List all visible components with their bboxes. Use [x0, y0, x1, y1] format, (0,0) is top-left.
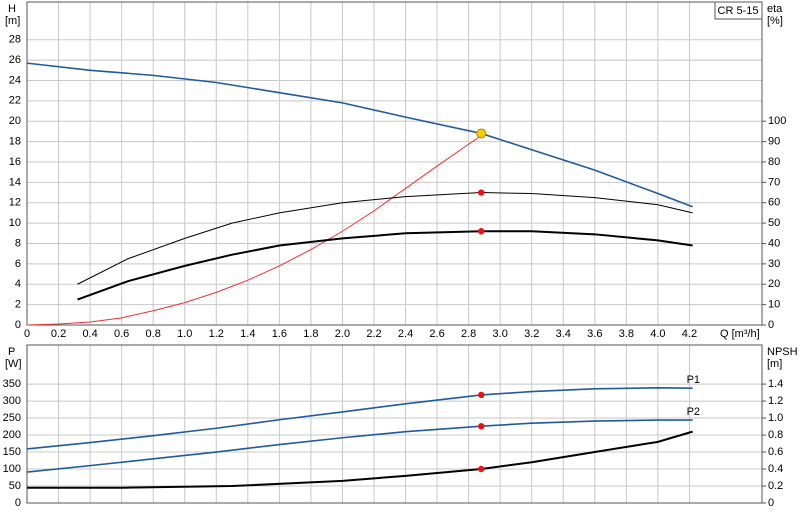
- x-tick-label: 3.2: [524, 328, 539, 340]
- y-tick-label: 26: [9, 54, 21, 66]
- y2-tick-label: 0.8: [768, 429, 783, 441]
- y2-tick-label: 30: [768, 258, 780, 270]
- y-axis-label: P: [8, 346, 15, 358]
- y-tick-label: 24: [9, 74, 21, 86]
- series-label: P2: [687, 406, 700, 418]
- x-tick-label: 0.6: [114, 328, 129, 340]
- duty-point: [478, 465, 485, 473]
- y2-axis-unit: [%]: [767, 15, 783, 27]
- y2-axis-label: eta: [767, 3, 783, 15]
- y2-tick-label: 0.6: [768, 446, 783, 458]
- plot-frame: [26, 344, 763, 504]
- x-tick-label: 2.2: [366, 328, 381, 340]
- x-axis-label: Q [m³/h]: [720, 328, 760, 340]
- x-tick-label: 3.0: [493, 328, 508, 340]
- y-tick-label: 0: [15, 497, 21, 509]
- duty-point: [478, 189, 485, 196]
- y-tick-label: 0: [15, 319, 21, 331]
- y2-tick-label: 50: [768, 217, 780, 229]
- x-tick-label: 0: [24, 328, 30, 340]
- y-tick-label: 300: [3, 395, 21, 407]
- y-tick-label: 28: [9, 34, 21, 46]
- y-tick-label: 200: [3, 429, 21, 441]
- series-line: [26, 419, 693, 473]
- x-tick-label: 0.2: [51, 328, 66, 340]
- series-label: P1: [687, 374, 700, 386]
- duty-point: [478, 423, 485, 430]
- x-tick-label: 2.0: [335, 328, 350, 340]
- y2-tick-label: 20: [768, 278, 780, 290]
- annotation: CR 5-15: [718, 5, 759, 17]
- y2-tick-label: 70: [768, 176, 780, 188]
- y-tick-label: 150: [3, 446, 21, 458]
- y-tick-label: 8: [15, 237, 21, 249]
- y-axis-unit: [m]: [5, 15, 20, 27]
- y2-tick-label: 0.4: [768, 463, 783, 475]
- y-axis-unit: [W]: [5, 358, 22, 370]
- y2-tick-label: 1.4: [768, 378, 783, 390]
- duty-point: [476, 128, 487, 139]
- y2-tick-label: 0: [768, 497, 774, 509]
- series-line: [77, 230, 693, 301]
- x-tick-label: 1.6: [272, 328, 287, 340]
- duty-point: [478, 391, 485, 399]
- x-tick-label: 3.4: [556, 328, 571, 340]
- y2-tick-label: 80: [768, 156, 780, 168]
- y-tick-label: 4: [15, 278, 21, 290]
- y-tick-label: 100: [3, 463, 21, 475]
- y2-tick-label: 60: [768, 197, 780, 209]
- y-tick-label: 22: [9, 95, 21, 107]
- y2-tick-label: 10: [768, 299, 780, 311]
- x-tick-label: 0.4: [82, 328, 97, 340]
- x-tick-label: 1.4: [240, 328, 255, 340]
- y-tick-label: 350: [3, 378, 21, 390]
- y2-tick-label: 100: [768, 115, 786, 127]
- series-line: [77, 192, 693, 285]
- x-tick-label: 3.6: [587, 328, 602, 340]
- y-tick-label: 50: [9, 480, 21, 492]
- y-tick-label: 10: [9, 217, 21, 229]
- x-tick-label: 2.8: [461, 328, 476, 340]
- x-tick-label: 0.8: [146, 328, 161, 340]
- series-line: [26, 62, 693, 208]
- series-line: [26, 135, 482, 326]
- plot-frame: [26, 1, 763, 326]
- y2-tick-label: 90: [768, 135, 780, 147]
- y2-tick-label: 0.2: [768, 480, 783, 492]
- y-tick-label: 20: [9, 115, 21, 127]
- y-tick-label: 16: [9, 156, 21, 168]
- duty-point: [478, 228, 485, 235]
- x-tick-label: 2.6: [429, 328, 444, 340]
- y-tick-label: 6: [15, 258, 21, 270]
- y2-tick-label: 40: [768, 237, 780, 249]
- y-tick-label: 18: [9, 135, 21, 147]
- y2-axis-unit: [m]: [767, 358, 782, 370]
- y-axis-label: H: [8, 3, 16, 15]
- x-tick-label: 4.2: [682, 328, 697, 340]
- x-tick-label: 4.0: [650, 328, 665, 340]
- series-line: [27, 430, 693, 489]
- y2-tick-label: 0: [768, 319, 774, 331]
- x-tick-label: 3.8: [619, 328, 634, 340]
- x-tick-label: 1.8: [303, 328, 318, 340]
- series-line: [26, 387, 693, 450]
- y2-axis-label: NPSH: [767, 346, 798, 358]
- y-tick-label: 2: [15, 299, 21, 311]
- y-tick-label: 14: [9, 176, 21, 188]
- y2-tick-label: 1.2: [768, 395, 783, 407]
- annotation-box: [714, 1, 763, 20]
- y-tick-label: 12: [9, 197, 21, 209]
- y2-tick-label: 1.0: [768, 412, 783, 424]
- y-tick-label: 250: [3, 412, 21, 424]
- x-tick-label: 1.0: [177, 328, 192, 340]
- x-tick-label: 1.2: [209, 328, 224, 340]
- x-tick-label: 2.4: [398, 328, 413, 340]
